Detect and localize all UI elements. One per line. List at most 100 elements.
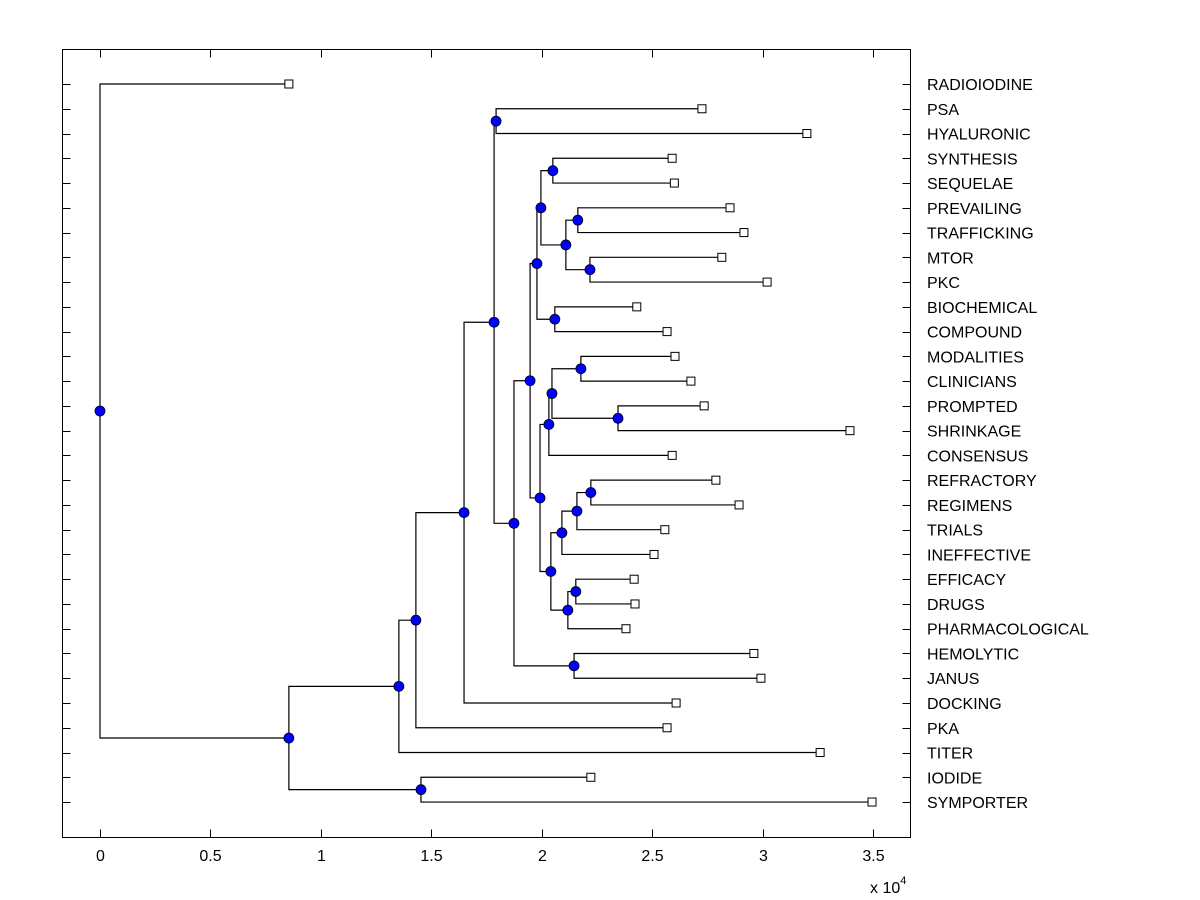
node-K bbox=[531, 258, 543, 269]
leaf-marker bbox=[717, 252, 727, 262]
node-D bbox=[410, 614, 422, 626]
leaf-label: SYMPORTER bbox=[927, 795, 1028, 812]
leaf-marker bbox=[697, 104, 707, 114]
leaf-label: DRUGS bbox=[927, 597, 985, 614]
leaf-label: EFFICACY bbox=[927, 572, 1006, 589]
branch-Y-L22 bbox=[567, 610, 626, 630]
branch-P-R bbox=[565, 244, 590, 271]
leaf-label: TRAFFICKING bbox=[927, 226, 1034, 243]
node-A bbox=[283, 732, 295, 744]
node-Y bbox=[562, 604, 574, 616]
leaf-label: SYNTHESIS bbox=[927, 151, 1018, 168]
leaf-marker bbox=[662, 327, 672, 337]
node-P bbox=[560, 239, 572, 251]
node-O bbox=[547, 165, 559, 177]
leaf-markers bbox=[284, 79, 877, 807]
node-root bbox=[94, 405, 106, 417]
leaf-marker bbox=[711, 475, 721, 485]
leaf-label: TITER bbox=[927, 746, 973, 763]
branch-F-H bbox=[493, 322, 514, 524]
leaf-marker bbox=[670, 351, 680, 361]
branch-A-C bbox=[288, 738, 421, 791]
branch-root-L0 bbox=[99, 83, 289, 412]
x-tick-label: 0.5 bbox=[199, 848, 221, 865]
leaf-marker bbox=[734, 500, 744, 510]
node-V bbox=[575, 363, 587, 375]
node-I bbox=[524, 375, 536, 387]
node-markers bbox=[94, 115, 624, 796]
x-tick-label: 1 bbox=[317, 848, 326, 865]
leaf-label: RADIOIODINE bbox=[927, 77, 1033, 94]
x-multiplier-exponent: 4 bbox=[900, 875, 906, 887]
leaf-label: INEFFECTIVE bbox=[927, 547, 1031, 564]
branch-K-N bbox=[536, 263, 555, 320]
leaf-marker bbox=[845, 426, 855, 436]
leaf-marker bbox=[671, 698, 681, 708]
branch-Z-L18 bbox=[576, 511, 665, 531]
leaf-marker bbox=[802, 129, 812, 139]
leaf-marker bbox=[586, 772, 596, 782]
leaf-label: REFRACTORY bbox=[927, 473, 1037, 490]
leaf-label: COMPOUND bbox=[927, 325, 1022, 342]
node-G bbox=[490, 115, 502, 127]
leaf-marker bbox=[662, 723, 672, 733]
leaf-label: BIOCHEMICAL bbox=[927, 300, 1037, 317]
leaf-label: DOCKING bbox=[927, 696, 1002, 713]
branch-X-L19 bbox=[561, 532, 655, 556]
branch-T-Y bbox=[550, 571, 568, 611]
leaf-label: SHRINKAGE bbox=[927, 424, 1021, 441]
leaf-label: JANUS bbox=[927, 671, 979, 688]
leaf-label: PKC bbox=[927, 275, 960, 292]
node-T bbox=[545, 566, 557, 577]
leaf-label: PKA bbox=[927, 721, 959, 738]
x-tick-label: 2 bbox=[538, 848, 547, 865]
leaf-label: CLINICIANS bbox=[927, 374, 1017, 391]
branch-B-L27 bbox=[398, 686, 821, 754]
branch-B-D bbox=[398, 619, 416, 687]
leaf-marker bbox=[739, 228, 749, 238]
leaf-label: PREVAILING bbox=[927, 201, 1022, 218]
x-tick-label: 3.5 bbox=[862, 848, 884, 865]
leaf-label: SEQUELAE bbox=[927, 176, 1013, 193]
leaf-marker bbox=[632, 302, 642, 312]
node-S bbox=[543, 419, 555, 430]
leaf-label: MODALITIES bbox=[927, 349, 1024, 366]
leaf-label: HYALURONIC bbox=[927, 127, 1031, 144]
branch-D-L26 bbox=[415, 620, 668, 729]
leaf-marker bbox=[815, 748, 825, 758]
leaf-marker bbox=[660, 525, 670, 535]
leaf-marker bbox=[756, 673, 766, 683]
leaf-labels: RADIOIODINE PSA HYALURONIC SYNTHESIS SEQUELA… bbox=[927, 77, 1089, 812]
x-tick-label: 1.5 bbox=[420, 848, 442, 865]
branch-U-V bbox=[551, 368, 581, 394]
node-Q bbox=[572, 214, 584, 226]
leaf-marker bbox=[621, 624, 631, 634]
leaf-marker bbox=[630, 599, 640, 609]
node-U bbox=[546, 388, 558, 399]
leaf-label: PSA bbox=[927, 102, 959, 119]
leaf-marker bbox=[686, 376, 696, 386]
node-B bbox=[393, 680, 405, 692]
branch-root-A bbox=[99, 411, 289, 739]
leaf-marker bbox=[867, 797, 877, 807]
node-AB bbox=[570, 586, 582, 597]
x-tick-label: 0 bbox=[96, 848, 105, 865]
branch-D-E bbox=[415, 512, 465, 621]
leaf-label: TRIALS bbox=[927, 523, 983, 540]
x-tick-label: 3 bbox=[759, 848, 768, 865]
leaf-marker bbox=[629, 574, 639, 584]
branch-E-F bbox=[463, 321, 495, 513]
leaf-marker bbox=[667, 450, 677, 460]
leaf-label: REGIMENS bbox=[927, 498, 1012, 515]
leaf-label: CONSENSUS bbox=[927, 448, 1028, 465]
leaf-marker bbox=[649, 549, 659, 559]
x-multiplier-base: x 10 bbox=[870, 880, 900, 897]
branch-E-L25 bbox=[463, 512, 677, 704]
node-X bbox=[556, 527, 568, 539]
node-Z bbox=[571, 505, 583, 517]
node-F bbox=[488, 316, 500, 328]
branch-H-J bbox=[513, 523, 575, 667]
node-AA bbox=[585, 487, 597, 498]
x-tick-labels: 0 0.5 1 1.5 2 2.5 3 3.5 bbox=[96, 848, 885, 865]
leaf-marker bbox=[762, 277, 772, 287]
